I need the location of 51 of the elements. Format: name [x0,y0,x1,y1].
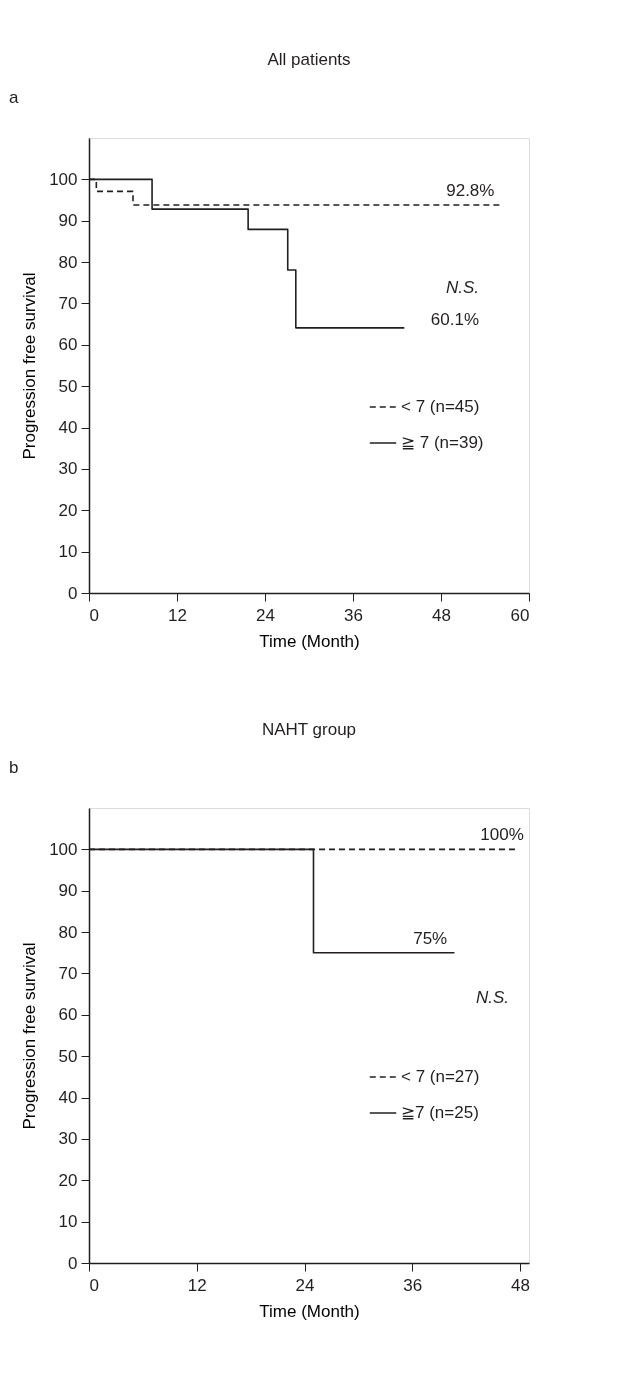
y-tick-label: 90 [58,211,78,231]
x-tick-label: 0 [89,1275,99,1295]
y-axis-title: Progression free survival [20,942,40,1130]
y-tick-label: 100 [49,839,78,859]
text: a [9,88,19,107]
y-tick-label: 40 [58,418,78,438]
annotation: N.S. [475,988,509,1007]
x-tick-label: 24 [295,1275,315,1295]
x-axis-title: Time (Month) [259,1301,360,1321]
y-tick-label: 60 [58,335,78,355]
x-tick-label: 48 [432,605,451,625]
x-axis-title: Time (Month) [259,631,360,651]
x-tick-label: 60 [510,605,530,625]
y-tick-label: 20 [58,500,78,520]
annotation: 60.1% [430,310,479,329]
x-tick-label: 0 [89,605,99,625]
y-axis-title: Progression free survival [20,272,40,460]
y-tick-label: 30 [58,1129,78,1149]
legend-label: < 7 (n=45) [401,397,480,416]
annotation: 92.8% [446,181,495,201]
y-tick-label: 50 [58,376,78,396]
chart-title: NAHT group [261,720,357,739]
annotation: N.S. [445,278,479,297]
annotation: 75% [413,928,448,948]
x-tick-label: 24 [256,605,275,625]
legend-label: < 7 (n=27) [401,1067,480,1086]
x-tick-label: 48 [511,1275,530,1295]
legend-label: ≧ 7 (n=39) [401,433,484,452]
chart-title: All patients [267,50,351,69]
y-tick-label: 50 [58,1046,78,1066]
y-tick-label: 10 [58,542,78,562]
y-tick-label: 90 [58,881,78,901]
x-tick-label: 36 [403,1275,423,1295]
x-tick-label: 36 [344,605,363,625]
legend-label: ≧7 (n=25) [401,1103,479,1122]
y-tick-label: 80 [58,922,78,942]
y-tick-label: 70 [58,293,78,313]
y-tick-label: 20 [58,1170,78,1190]
y-tick-label: 40 [58,1088,78,1108]
y-tick-label: 0 [68,1253,78,1273]
text: b [9,758,19,777]
y-tick-label: 100 [49,169,78,189]
y-tick-label: 80 [58,252,78,272]
x-tick-label: 12 [187,1275,207,1295]
y-tick-label: 30 [58,459,78,479]
y-tick-label: 70 [58,963,78,983]
annotation: 100% [480,825,524,845]
x-tick-label: 12 [168,605,187,625]
y-tick-label: 0 [68,583,78,603]
y-tick-label: 10 [58,1212,78,1232]
y-tick-label: 60 [58,1005,78,1025]
